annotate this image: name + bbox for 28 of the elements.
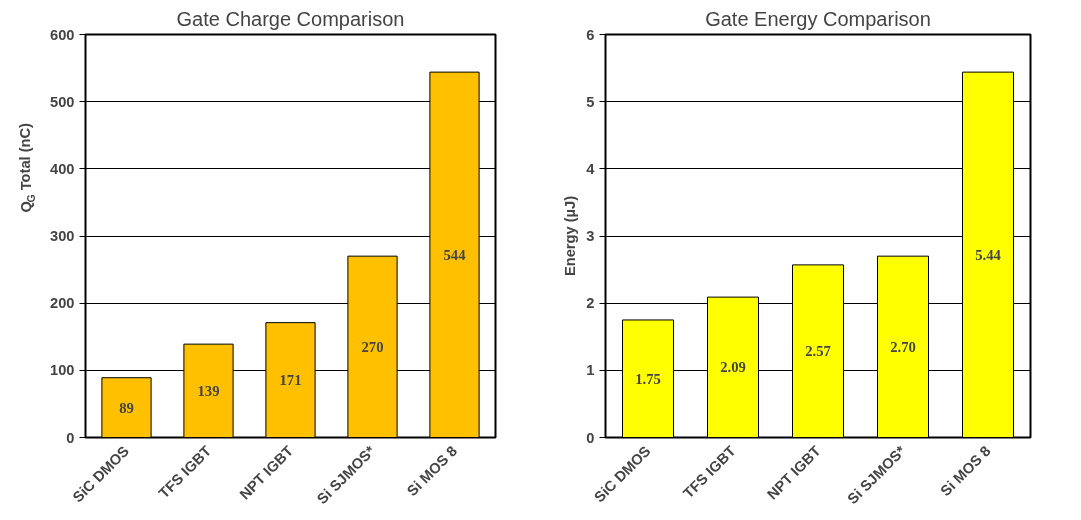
chart-title: Gate Energy Comparison (705, 7, 931, 30)
y-tick-label: 6 (586, 26, 595, 43)
y-tick-label: 1 (586, 362, 595, 379)
y-tick-label: 200 (50, 295, 75, 312)
y-tick-label: 0 (66, 429, 75, 446)
data-label: 89 (119, 399, 134, 416)
data-label: 2.09 (720, 359, 746, 376)
y-tick-label: 5 (586, 93, 595, 110)
data-label: 2.70 (890, 338, 916, 355)
y-tick-label: 100 (50, 362, 75, 379)
y-axis-title: QG Total (nC) (17, 122, 37, 213)
chart-title: Gate Charge Comparison (176, 7, 405, 30)
data-label: 2.57 (805, 343, 831, 360)
y-tick-label: 300 (50, 228, 75, 244)
data-label: 171 (279, 372, 302, 389)
y-axis-title: Energy (µJ) (562, 195, 579, 277)
y-tick-label: 0 (586, 429, 595, 446)
y-tick-label: 400 (50, 160, 75, 177)
y-tick-label: 3 (586, 228, 595, 244)
y-tick-label: 600 (50, 26, 75, 43)
y-tick-label: 500 (50, 93, 75, 110)
data-label: 270 (361, 338, 384, 355)
data-label: 139 (197, 382, 220, 399)
y-tick-label: 2 (586, 295, 595, 312)
data-label: 544 (443, 246, 467, 263)
y-tick-label: 4 (586, 160, 596, 177)
data-label: 1.75 (635, 370, 661, 387)
data-label: 5.44 (975, 246, 1002, 263)
